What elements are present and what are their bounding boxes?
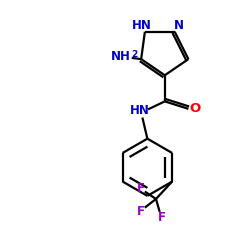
Text: N: N xyxy=(174,19,184,32)
Text: F: F xyxy=(158,211,166,224)
Text: O: O xyxy=(189,102,200,115)
Text: 2: 2 xyxy=(131,50,137,59)
Text: HN: HN xyxy=(132,19,152,32)
Text: F: F xyxy=(137,206,145,218)
Text: F: F xyxy=(137,182,145,195)
Text: HN: HN xyxy=(130,104,150,117)
Text: NH: NH xyxy=(111,50,131,63)
